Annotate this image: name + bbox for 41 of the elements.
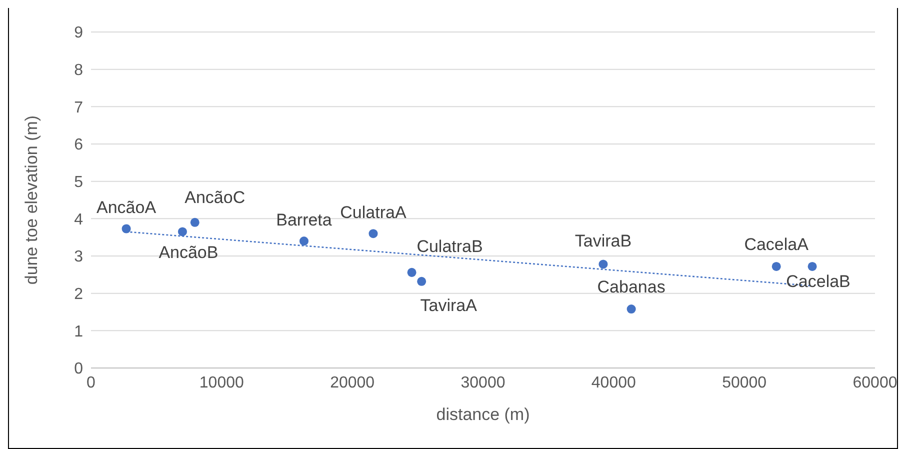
x-axis-title: distance (m): [436, 405, 530, 424]
annotation: CacelaB: [786, 272, 850, 291]
x-tick-label: 50000: [722, 374, 767, 392]
x-tick-label: 10000: [199, 374, 244, 392]
y-tick-label: 8: [74, 62, 84, 80]
y-tick-label: 6: [74, 136, 84, 154]
point: [190, 218, 200, 227]
point: [407, 268, 416, 277]
annotation: TaviraB: [574, 232, 632, 251]
point: [417, 276, 426, 286]
y-tick-label: 1: [74, 323, 84, 340]
point: [626, 304, 636, 314]
annotation: Barreta: [276, 210, 332, 230]
point: [772, 262, 781, 271]
y-tick-label: 2: [74, 286, 84, 304]
x-tick-label: 30000: [460, 374, 506, 392]
annotation: CacelaA: [744, 234, 810, 254]
annotation: AncãoB: [158, 243, 218, 262]
x-tick-label: 0: [86, 374, 96, 392]
annotation: AncãoC: [184, 188, 246, 207]
x-tick-label: 60000: [852, 374, 898, 392]
annotation: TaviraA: [420, 296, 478, 315]
y-tick-label: 9: [74, 24, 84, 42]
y-axis-title: dune toe elevation (m): [22, 115, 42, 285]
annotation: AncãoA: [96, 198, 157, 218]
y-tick-label: 4: [74, 211, 84, 228]
point: [122, 224, 131, 234]
annotation: CulatraA: [340, 203, 407, 222]
y-tick-label: 3: [74, 248, 84, 266]
point: [178, 227, 187, 236]
y-tick-label: 7: [74, 99, 84, 116]
point: [299, 236, 308, 246]
annotation: Cabanas: [597, 278, 666, 296]
point: [598, 260, 608, 269]
y-tick-label: 5: [74, 174, 84, 192]
x-tick-label: 40000: [591, 374, 636, 392]
x-tick-label: 20000: [330, 374, 375, 392]
y-tick-label: 0: [74, 360, 84, 378]
annotation: CulatraB: [416, 236, 483, 256]
point: [808, 262, 817, 271]
point: [368, 229, 378, 238]
